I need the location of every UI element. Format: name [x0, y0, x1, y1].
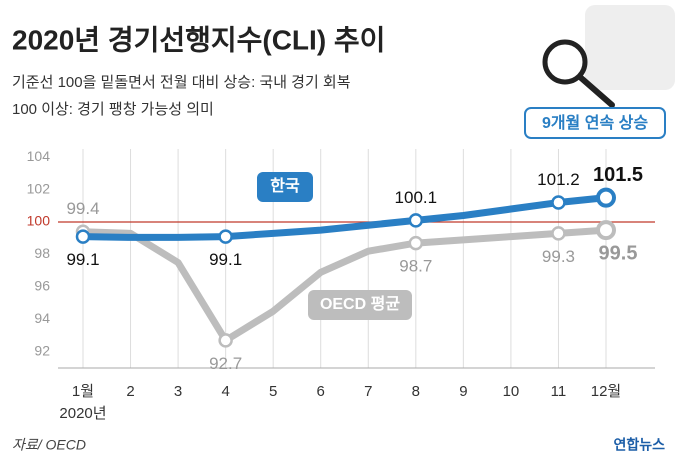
y-tick-label: 102 [27, 180, 51, 196]
year-label: 2020년 [59, 405, 106, 422]
y-tick-label: 98 [34, 245, 50, 261]
marker [408, 235, 424, 251]
data-label: 99.3 [542, 247, 575, 266]
source: 자료/ OECD [12, 437, 86, 453]
x-tick-label: 5 [269, 383, 277, 400]
illustration [542, 5, 675, 108]
series-name: OECD 평균 [320, 295, 400, 313]
x-tick-label: 9 [459, 383, 467, 400]
data-label: 99.1 [66, 250, 99, 269]
x-tick-label: 6 [317, 383, 325, 400]
marker [551, 195, 566, 210]
marker [596, 187, 616, 208]
chart-title: 2020년 경기선행지수(CLI) 추이 [12, 24, 385, 55]
x-tick-label: 4 [221, 383, 229, 400]
marker [596, 220, 616, 241]
series-name-box [257, 172, 313, 202]
data-label: 101.2 [537, 170, 580, 189]
y-tick-label: 94 [34, 310, 50, 326]
annotation: 9개월 연속 상승 [542, 113, 648, 132]
y-tick-label: 96 [34, 278, 50, 294]
y-tick-label: 92 [34, 342, 50, 358]
series-name: 한국 [270, 176, 300, 195]
data-label: 99.5 [599, 242, 638, 264]
data-label: 99.1 [209, 250, 242, 269]
x-tick-label: 11 [551, 383, 567, 400]
y-tick-label: 104 [27, 148, 51, 164]
x-tick-label: 12월 [591, 383, 622, 400]
y-tick-label: 100 [27, 213, 51, 229]
line [82, 226, 607, 344]
data-label: 98.7 [399, 257, 432, 276]
data-label: 99.4 [66, 199, 99, 218]
logo: 연합뉴스 [613, 437, 665, 453]
x-tick-label: 2 [126, 383, 134, 400]
marker [218, 229, 233, 244]
marker [551, 226, 566, 241]
data-label: 100.1 [395, 188, 438, 207]
marker [218, 333, 233, 348]
x-tick-label: 7 [364, 383, 372, 400]
line [82, 194, 607, 241]
marker [408, 213, 424, 228]
annotation-box [524, 107, 666, 139]
data-label: 92.7 [209, 354, 242, 373]
subtitle: 기준선 100을 밑돌면서 전월 대비 상승: 국내 경기 회복 [12, 74, 351, 91]
x-tick-label: 10 [503, 383, 520, 400]
subtitle: 100 이상: 경기 팽창 가능성 의미 [12, 101, 214, 118]
x-tick-label: 8 [412, 383, 420, 400]
series-name-box [308, 290, 412, 320]
x-tick-label: 1월 [72, 383, 94, 400]
data-label: 101.5 [593, 164, 643, 186]
x-tick-label: 3 [174, 383, 182, 400]
marker [75, 229, 91, 244]
